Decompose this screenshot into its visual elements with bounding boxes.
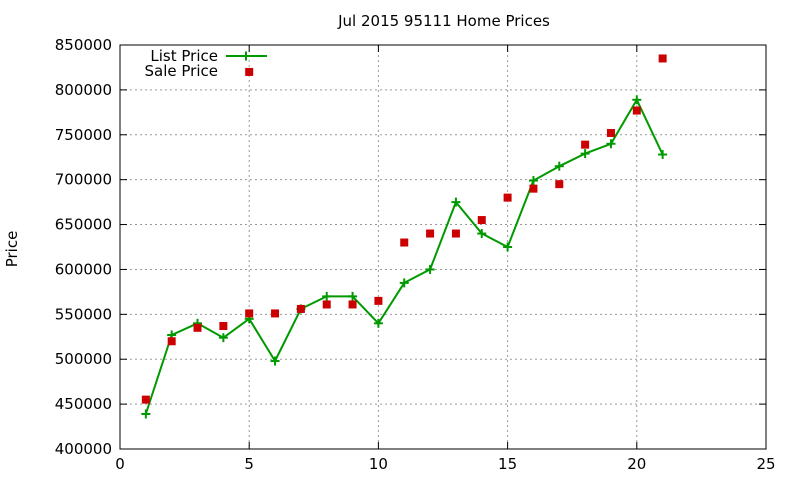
legend-marker-list-price <box>241 51 251 61</box>
list-price-point <box>658 150 668 160</box>
y-tick-label: 400000 <box>55 440 112 458</box>
list-price-point <box>606 139 616 149</box>
sale-price-point <box>477 216 486 225</box>
list-price-point <box>477 229 487 239</box>
list-price-point <box>451 197 461 207</box>
sale-price-point <box>322 300 331 309</box>
sale-price-point <box>219 322 228 331</box>
y-tick-label: 450000 <box>55 395 112 413</box>
sale-price-point <box>503 193 512 202</box>
sale-price-point <box>529 184 538 193</box>
sale-price-point <box>245 309 254 318</box>
list-price-point <box>270 356 280 366</box>
sale-price-point <box>271 309 280 318</box>
sale-price-point <box>632 106 641 115</box>
chart-title: Jul 2015 95111 Home Prices <box>337 12 550 30</box>
sale-price-point <box>245 67 254 76</box>
x-tick-label: 15 <box>498 455 517 473</box>
y-tick-label: 800000 <box>55 81 112 99</box>
x-tick-label: 0 <box>115 455 125 473</box>
legend: List Price Sale Price <box>145 47 267 80</box>
list-price-point <box>632 95 642 105</box>
list-price-point <box>373 318 383 328</box>
y-tick-label: 750000 <box>55 126 112 144</box>
x-tick-label: 25 <box>756 455 775 473</box>
series-layer <box>141 54 668 419</box>
x-tick-label: 10 <box>369 455 388 473</box>
y-axis-label: Price <box>3 231 21 268</box>
y-tick-label: 500000 <box>55 350 112 368</box>
legend-label-list-price: List Price <box>150 47 218 65</box>
list-price-point <box>348 291 358 301</box>
sale-price-point <box>426 229 435 238</box>
list-price-point <box>399 278 409 288</box>
x-axis: 0 5 10 15 20 25 <box>115 45 776 473</box>
list-price-point <box>322 291 332 301</box>
plot-frame <box>119 44 767 450</box>
legend-label-sale-price: Sale Price <box>145 62 218 80</box>
list-price-point <box>218 333 228 343</box>
y-tick-label: 650000 <box>55 216 112 234</box>
y-tick-label: 850000 <box>55 36 112 54</box>
sale-price-point <box>658 54 667 63</box>
grid-lines <box>120 45 766 449</box>
sale-price-point <box>400 238 409 247</box>
y-tick-label: 550000 <box>55 305 112 323</box>
sale-price-point <box>167 337 176 346</box>
sale-price-point <box>451 229 460 238</box>
y-tick-label: 700000 <box>55 171 112 189</box>
x-tick-label: 5 <box>244 455 254 473</box>
y-axis: 400000 450000 500000 550000 600000 650000 7000… <box>55 36 766 458</box>
list-price-point <box>554 161 564 171</box>
sale-price-point <box>374 296 383 305</box>
sale-price-point <box>296 304 305 313</box>
x-tick-label: 20 <box>627 455 646 473</box>
list-price-point <box>503 242 513 252</box>
list-price-point <box>141 409 151 419</box>
sale-price-point <box>606 128 615 137</box>
sale-price-point <box>348 300 357 309</box>
sale-price-point <box>193 323 202 332</box>
list-price-point <box>528 176 538 186</box>
sale-price-point <box>581 140 590 149</box>
y-tick-label: 600000 <box>55 260 112 278</box>
list-price-point <box>425 264 435 274</box>
sale-price-point <box>141 395 150 404</box>
list-price-point <box>580 149 590 159</box>
sale-price-point <box>555 180 564 189</box>
